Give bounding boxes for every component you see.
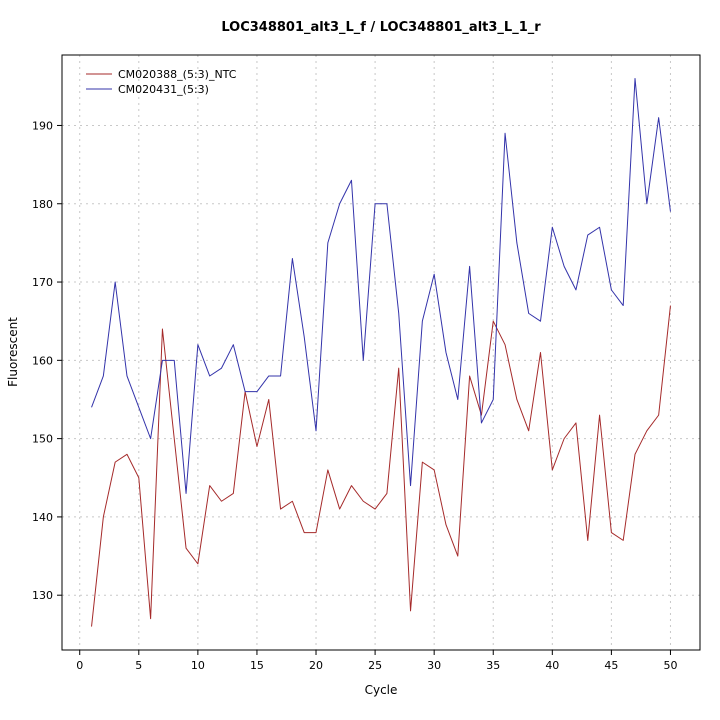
y-tick-label: 150 — [32, 433, 53, 446]
x-tick-label: 20 — [309, 659, 323, 672]
axis-ticks — [57, 124, 671, 655]
series-line-2 — [91, 77, 671, 494]
chart-title: LOC348801_alt3_L_f / LOC348801_alt3_L_1_… — [221, 20, 541, 35]
legend-label: CM020431_(5:3) — [118, 83, 209, 96]
legend: CM020388_(5:3)_NTC CM020431_(5:3) — [86, 68, 237, 96]
plot-area: 0 5 10 15 20 25 30 35 40 45 50 130 140 150 160 170 180 19… — [32, 54, 701, 672]
series-line-1 — [91, 305, 671, 627]
x-tick-label: 45 — [604, 659, 618, 672]
y-tick-label: 130 — [32, 589, 53, 602]
gridlines — [62, 55, 700, 650]
x-tick-label: 5 — [135, 659, 142, 672]
plot-box — [61, 54, 701, 651]
legend-entry: CM020431_(5:3) — [86, 83, 209, 96]
x-tick-label: 30 — [427, 659, 441, 672]
legend-label: CM020388_(5:3)_NTC — [118, 68, 237, 81]
y-tick-label: 190 — [32, 119, 53, 132]
y-axis-label: Fluorescent — [6, 317, 20, 387]
y-tick-label: 140 — [32, 511, 53, 524]
x-tick-label: 25 — [368, 659, 382, 672]
legend-entry: CM020388_(5:3)_NTC — [86, 68, 237, 81]
x-tick-label: 15 — [250, 659, 264, 672]
y-tick-label: 180 — [32, 198, 53, 211]
y-tick-label: 170 — [32, 276, 53, 289]
x-tick-label: 0 — [76, 659, 83, 672]
x-tick-label: 40 — [545, 659, 559, 672]
x-tick-label: 50 — [663, 659, 677, 672]
x-axis-label: Cycle — [365, 683, 398, 697]
axis-tick-labels: 0 5 10 15 20 25 30 35 40 45 50 130 140 150 160 170 180 19… — [32, 119, 677, 672]
y-tick-label: 160 — [32, 354, 53, 367]
x-tick-label: 35 — [486, 659, 500, 672]
x-tick-label: 10 — [191, 659, 205, 672]
